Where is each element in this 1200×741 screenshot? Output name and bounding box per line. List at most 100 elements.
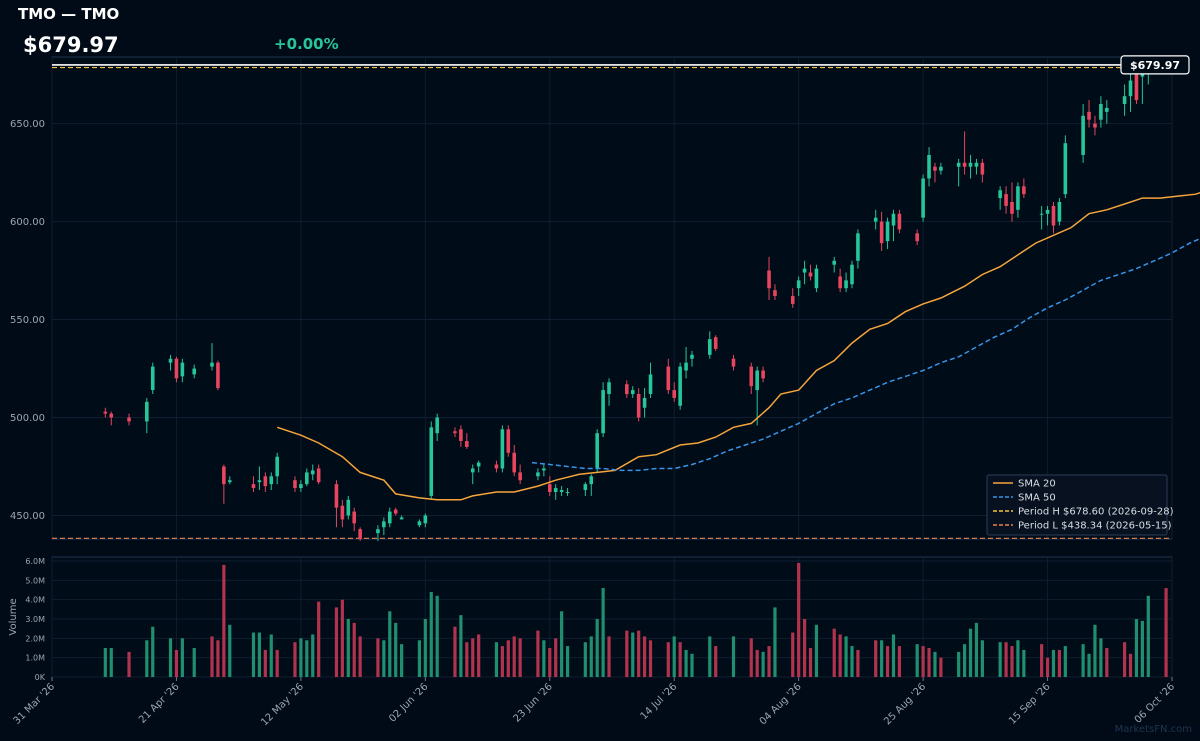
volume-bar — [595, 619, 599, 677]
candle-body — [1140, 72, 1145, 77]
volume-bar — [388, 611, 392, 677]
candle-body — [1051, 205, 1056, 226]
volume-bar — [897, 646, 902, 677]
volume-bar — [400, 644, 404, 677]
volume-bar — [506, 640, 510, 677]
reference-lines — [52, 64, 1172, 539]
volume-bar — [257, 632, 262, 677]
candle-body — [1057, 201, 1062, 222]
volume-bar — [174, 649, 179, 677]
volume-bar — [465, 642, 469, 677]
candle-body — [174, 358, 179, 379]
volume-bar — [536, 630, 540, 677]
candle-body — [263, 476, 268, 487]
candle-body — [1022, 186, 1026, 195]
candle-body — [980, 162, 985, 175]
candle-body — [684, 362, 688, 371]
volume-bars — [103, 562, 1168, 677]
candle-body — [921, 178, 925, 218]
volume-bar — [471, 638, 475, 677]
volume-bar — [1093, 624, 1097, 677]
candle-body — [216, 362, 220, 389]
volume-bar — [542, 640, 546, 677]
candle-body — [844, 280, 848, 289]
volume-bar — [791, 632, 795, 677]
candle-body — [251, 484, 256, 489]
candle-body — [927, 154, 931, 179]
volume-bar — [625, 630, 629, 677]
volume-bar — [109, 648, 113, 677]
volume-bar — [103, 648, 107, 677]
x-tick-label: 21 Apr '26 — [137, 681, 181, 725]
volume-bar — [1063, 646, 1067, 677]
main-panel — [51, 56, 1173, 540]
volume-bar — [666, 642, 670, 677]
candle-body — [879, 221, 884, 244]
volume-bar — [915, 644, 919, 677]
volume-bar — [642, 636, 647, 677]
candle-body — [210, 362, 214, 367]
candle-body — [850, 264, 854, 285]
volume-bar — [607, 636, 611, 677]
volume-bar — [749, 638, 753, 677]
volume-bar — [459, 615, 463, 677]
volume-bar — [1087, 653, 1091, 677]
volume-bar — [838, 634, 842, 677]
volume-bar — [708, 636, 712, 677]
candle-body — [897, 213, 902, 230]
volume-bar — [832, 628, 836, 677]
volume-bar — [453, 626, 457, 677]
volume-bar — [1004, 642, 1008, 677]
volume-bar — [583, 642, 587, 677]
candle-body — [636, 394, 641, 418]
x-tick-label: 31 Mar '26 — [12, 681, 58, 727]
volume-bar — [648, 640, 653, 677]
candle-body — [103, 411, 108, 414]
candle-body — [885, 221, 890, 242]
candle-body — [192, 368, 197, 375]
candle-body — [305, 472, 309, 485]
candle-body — [553, 488, 558, 492]
volume-bar — [1081, 644, 1085, 677]
volume-bar — [192, 648, 196, 677]
volume-bar — [180, 638, 184, 677]
candle-body — [808, 272, 813, 277]
candle-body — [1128, 80, 1133, 97]
volume-bar — [311, 634, 315, 677]
candle-body — [310, 470, 315, 475]
candle-body — [802, 268, 807, 273]
volume-bar — [808, 648, 813, 677]
grid — [51, 57, 1173, 678]
volume-bar — [417, 640, 422, 677]
volume-bar — [358, 636, 362, 677]
candle-body — [506, 429, 511, 453]
volume-bar — [435, 595, 439, 677]
candle-body — [731, 358, 736, 367]
candle-body — [470, 468, 475, 473]
candle-body — [387, 511, 392, 524]
candle-body — [565, 491, 570, 493]
volume-bar — [151, 626, 155, 677]
volume-bar — [1040, 644, 1044, 677]
volume-bar — [921, 646, 925, 677]
volume-bar — [731, 636, 736, 677]
candle-body — [376, 529, 380, 534]
candle-body — [707, 339, 712, 355]
volume-bar — [850, 646, 854, 677]
candle-body — [399, 517, 404, 520]
candle-body — [358, 529, 362, 539]
volume-bar — [927, 648, 931, 677]
volume-bar — [939, 657, 943, 677]
candle-body — [542, 468, 546, 471]
candle-body — [435, 417, 439, 434]
candle-body — [873, 217, 878, 222]
y-tick-label: 500.00 — [10, 413, 45, 424]
candle-body — [227, 480, 232, 483]
volume-bar — [962, 644, 967, 677]
volume-bar — [477, 634, 481, 677]
candle-body — [630, 390, 635, 395]
candle-body — [607, 382, 611, 395]
candle-body — [672, 390, 677, 398]
volume-bar — [168, 638, 173, 677]
